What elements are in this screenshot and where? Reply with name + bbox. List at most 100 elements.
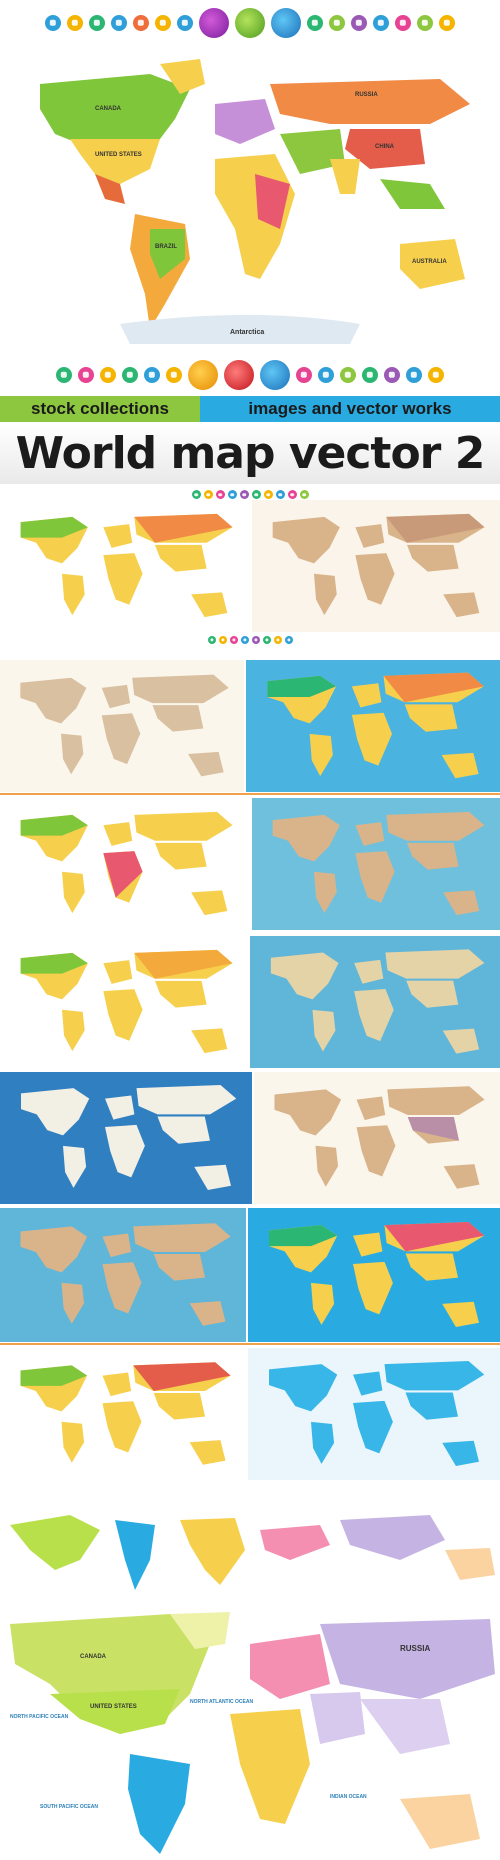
bm-label-united-states: UNITED STATES xyxy=(90,1704,137,1710)
bm-label-north-atlantic: NORTH ATLANTIC OCEAN xyxy=(190,1699,254,1705)
small-icon xyxy=(251,636,260,644)
globe-purple-icon xyxy=(199,8,229,38)
person-icon xyxy=(340,367,356,383)
bm-australia xyxy=(400,1794,480,1849)
label-russia: RUSSIA xyxy=(355,92,378,98)
africa-east xyxy=(255,174,290,229)
top-icon-row xyxy=(0,8,500,38)
thumb-map-12 xyxy=(248,1208,500,1342)
bm-label-russia: RUSSIA xyxy=(400,1644,431,1653)
thumb-map-1 xyxy=(0,500,248,632)
bm-label-north-pacific: NORTH PACIFIC OCEAN xyxy=(10,1714,69,1720)
thumb-map-4 xyxy=(246,660,500,792)
greenland xyxy=(160,59,205,94)
russia xyxy=(270,79,470,124)
plane-icon xyxy=(111,15,127,31)
sign-icon xyxy=(417,15,433,31)
europe xyxy=(215,99,275,144)
thumb-map-6 xyxy=(252,798,500,930)
small-icon xyxy=(218,636,227,644)
globe-icon xyxy=(67,15,83,31)
brazil xyxy=(150,229,185,279)
bm-label-canada: CANADA xyxy=(80,1654,106,1660)
thumb-map-7 xyxy=(0,936,248,1068)
page-title: World map vector 2 xyxy=(0,424,500,484)
bank-icon xyxy=(329,15,345,31)
thumb-map-3 xyxy=(0,660,244,792)
hero-world-map: RUSSIA UNITED STATES BRAZIL CHINA AUSTRA… xyxy=(0,44,500,354)
small-icon xyxy=(275,490,285,499)
australia xyxy=(400,239,465,289)
label-antarctica: Antarctica xyxy=(230,329,265,336)
second-icon-row xyxy=(0,360,500,390)
globe-blue-icon xyxy=(260,360,290,390)
thumb-map-8 xyxy=(250,936,500,1068)
small-icon xyxy=(239,490,249,499)
small-icon xyxy=(251,490,261,499)
hazard-icon xyxy=(428,367,444,383)
thumb-map-14 xyxy=(248,1348,500,1480)
thumb-map-9 xyxy=(0,1072,252,1204)
train-icon xyxy=(318,367,334,383)
thumb-map-11 xyxy=(0,1208,246,1342)
continent-europe xyxy=(260,1525,330,1560)
thumb-map-5 xyxy=(0,798,248,930)
divider xyxy=(0,1343,500,1345)
continent-south-america xyxy=(115,1520,155,1590)
globe-orange-icon xyxy=(188,360,218,390)
small-icon xyxy=(299,490,309,499)
bm-greenland xyxy=(170,1612,230,1649)
small-icon xyxy=(263,490,273,499)
label-brazil: BRAZIL xyxy=(155,244,177,250)
hazard-icon xyxy=(439,15,455,31)
mexico xyxy=(95,174,125,204)
small-icon xyxy=(229,636,238,644)
africa xyxy=(215,154,295,279)
tag-stock-collections: stock collections xyxy=(0,396,200,422)
bm-africa xyxy=(230,1709,310,1824)
north-america xyxy=(40,74,190,184)
continent-asia xyxy=(340,1515,445,1560)
bm-label-south-pacific: SOUTH PACIFIC OCEAN xyxy=(40,1804,98,1810)
gear-icon xyxy=(56,367,72,383)
small-icon xyxy=(284,636,293,644)
label-canada: CANADA xyxy=(95,106,121,112)
china xyxy=(345,129,425,169)
tram-icon xyxy=(144,367,160,383)
phone-icon xyxy=(133,15,149,31)
arrow-up-icon xyxy=(351,15,367,31)
tag-images-vector-works: images and vector works xyxy=(200,396,500,422)
continents-strip xyxy=(0,1490,500,1600)
bm-middle-east xyxy=(310,1692,365,1744)
arrow-right-icon xyxy=(384,367,400,383)
middle-east xyxy=(280,129,345,174)
small-icon xyxy=(207,636,216,644)
flag-icon xyxy=(177,15,193,31)
usa xyxy=(70,139,160,184)
bag-icon xyxy=(307,15,323,31)
small-icon xyxy=(215,490,225,499)
thumb-map-10 xyxy=(254,1072,500,1204)
bottom-world-map: CANADA RUSSIA UNITED STATES NORTH PACIFI… xyxy=(0,1604,500,1860)
hat-icon xyxy=(89,15,105,31)
bm-asia-south xyxy=(360,1699,450,1754)
car-icon xyxy=(296,367,312,383)
arrow-left-icon xyxy=(395,15,411,31)
hero-map-svg xyxy=(40,59,470,344)
thumb-icon-strip xyxy=(0,490,500,499)
globe-green-icon xyxy=(235,8,265,38)
small-icon xyxy=(227,490,237,499)
india xyxy=(330,159,360,194)
wifi-icon xyxy=(406,367,422,383)
tag-icon xyxy=(100,367,116,383)
label-china: CHINA xyxy=(375,144,394,150)
small-icon xyxy=(191,490,201,499)
antarctica xyxy=(120,315,360,344)
label-united-states: UNITED STATES xyxy=(95,152,142,158)
title-banner: stock collections images and vector work… xyxy=(0,396,500,484)
gear-icon xyxy=(45,15,61,31)
bm-russia xyxy=(320,1619,495,1699)
small-icon xyxy=(287,490,297,499)
thumb-map-13 xyxy=(0,1348,246,1480)
thumb-icon-strip-2 xyxy=(0,636,500,644)
